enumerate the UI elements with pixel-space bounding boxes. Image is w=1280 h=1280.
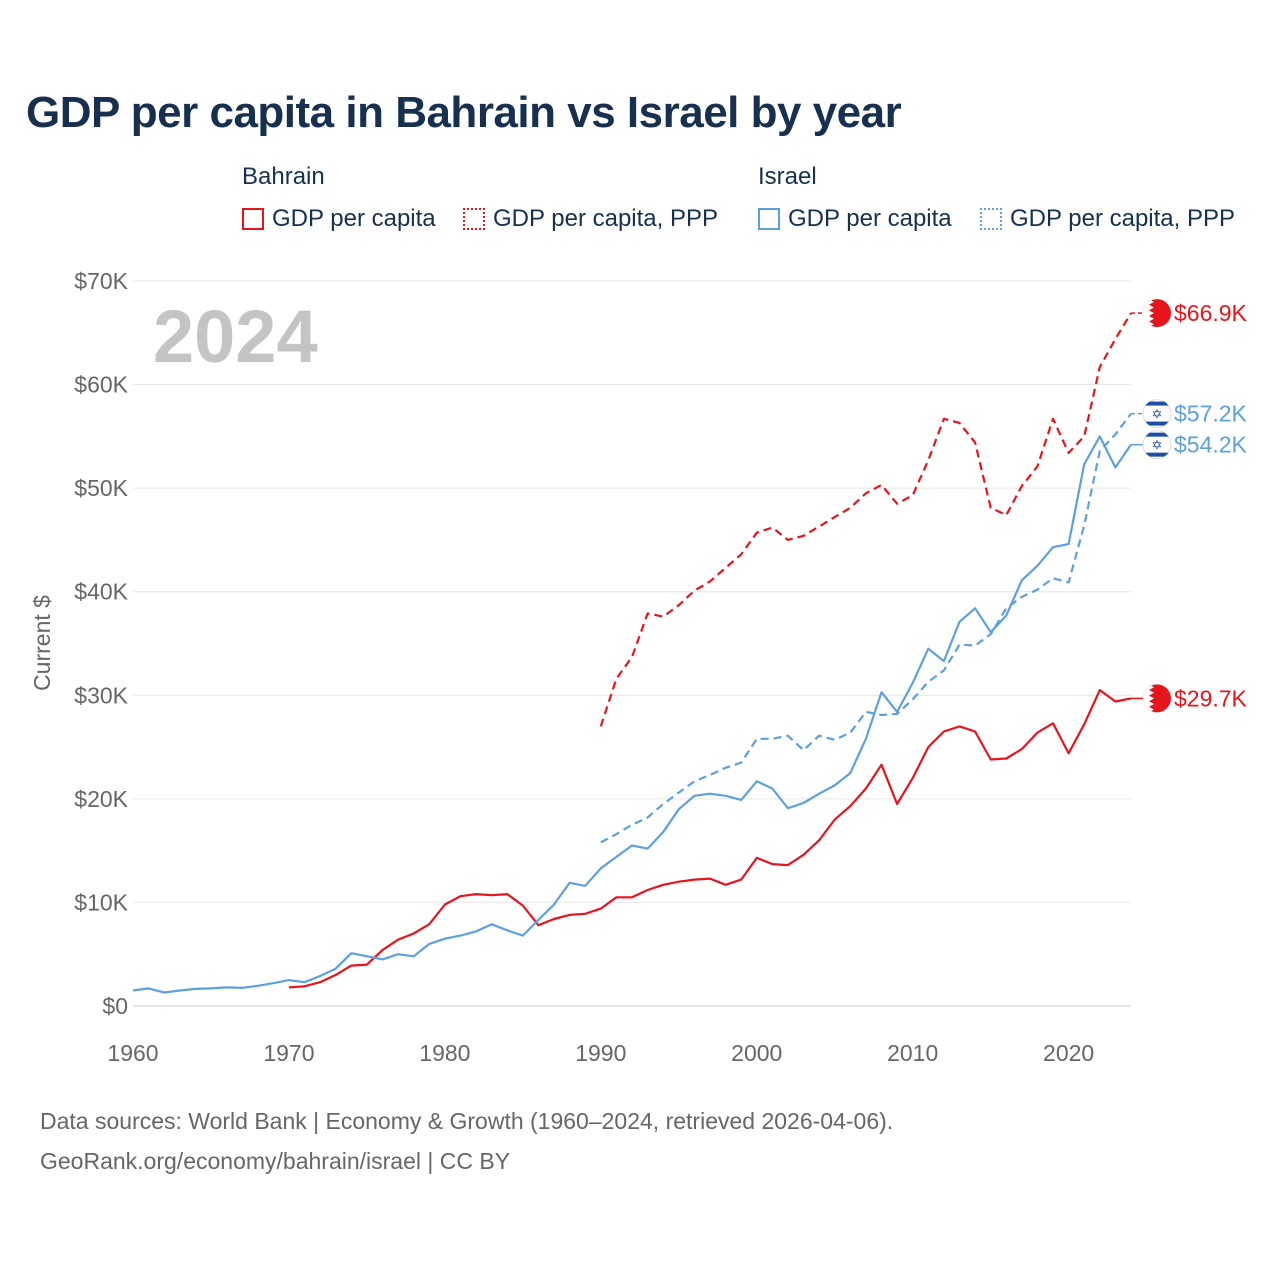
y-tick-label: $40K (74, 579, 128, 605)
legend-item-bahrain-gdp[interactable]: GDP per capita (242, 205, 436, 233)
legend-group-israel: Israel (758, 163, 817, 190)
series-line-bahrain-gdp-per-capita[interactable] (288, 688, 1132, 989)
line-chart: $0 $10K $20K $30K $40K $50K $60K $70K 1960 1970 19… (29, 268, 1248, 1066)
y-tick-label: $70K (74, 268, 128, 294)
x-tick-label: 2010 (887, 1040, 938, 1066)
svg-text:✡: ✡ (1152, 407, 1163, 422)
series-line-bahrain-gdp-per-capita-ppp[interactable] (599, 312, 1132, 727)
legend-label: GDP per capita, PPP (493, 205, 718, 232)
legend-group-bahrain: Bahrain (242, 163, 325, 190)
axis-layer: $0 $10K $20K $30K $40K $50K $60K $70K 1960 1970 19… (74, 268, 1094, 1066)
footer-sources: Data sources: World Bank | Economy & Gro… (40, 1108, 894, 1134)
legend-label: GDP per capita (272, 205, 436, 232)
end-value-label: $57.2K (1174, 401, 1248, 427)
chart-title: GDP per capita in Bahrain vs Israel by y… (26, 88, 902, 137)
y-tick-label: $20K (74, 786, 128, 812)
y-tick-label: $50K (74, 475, 128, 501)
legend-swatch-solid (242, 208, 264, 230)
y-tick-label: $30K (74, 682, 128, 708)
series-line-israel-gdp-per-capita-ppp[interactable] (600, 412, 1132, 844)
x-tick-label: 1990 (575, 1040, 626, 1066)
end-value-label: $54.2K (1174, 432, 1248, 458)
x-tick-label: 1980 (419, 1040, 470, 1066)
legend-swatch-dotted (980, 208, 1002, 230)
legend-label: GDP per capita (788, 205, 952, 232)
y-tick-label: $10K (74, 889, 128, 915)
svg-text:✡: ✡ (1152, 438, 1163, 453)
bahrain-flag-icon (1143, 299, 1171, 328)
series-line-israel-gdp-per-capita[interactable] (132, 435, 1132, 994)
y-tick-label: $60K (74, 372, 128, 398)
legend-item-israel-gdp[interactable]: GDP per capita (758, 205, 952, 233)
x-tick-label: 2000 (731, 1040, 782, 1066)
legend-label: GDP per capita, PPP (1010, 205, 1235, 232)
legend-item-israel-ppp[interactable]: GDP per capita, PPP (980, 205, 1235, 233)
grid-layer (133, 280, 1131, 1007)
footer-attribution[interactable]: GeoRank.org/economy/bahrain/israel | CC … (40, 1148, 511, 1174)
legend-swatch-dotted (463, 208, 485, 230)
end-marker-layer: $29.7K $66.9K ✡ $54.2K ✡ $57.2K (1131, 299, 1248, 713)
y-axis-label: Current $ (29, 595, 55, 691)
end-value-label: $66.9K (1174, 300, 1248, 326)
x-tick-label: 2020 (1043, 1040, 1094, 1066)
israel-flag-icon: ✡ (1142, 430, 1172, 460)
israel-flag-icon: ✡ (1142, 399, 1172, 429)
bahrain-flag-icon (1143, 684, 1171, 713)
end-value-label: $29.7K (1174, 685, 1248, 711)
legend-swatch-solid (758, 208, 780, 230)
x-tick-label: 1960 (107, 1040, 158, 1066)
y-tick-label: $0 (102, 993, 128, 1019)
x-tick-label: 1970 (263, 1040, 314, 1066)
legend-item-bahrain-ppp[interactable]: GDP per capita, PPP (463, 205, 718, 233)
year-watermark: 2024 (153, 295, 318, 378)
series-layer (132, 312, 1132, 994)
